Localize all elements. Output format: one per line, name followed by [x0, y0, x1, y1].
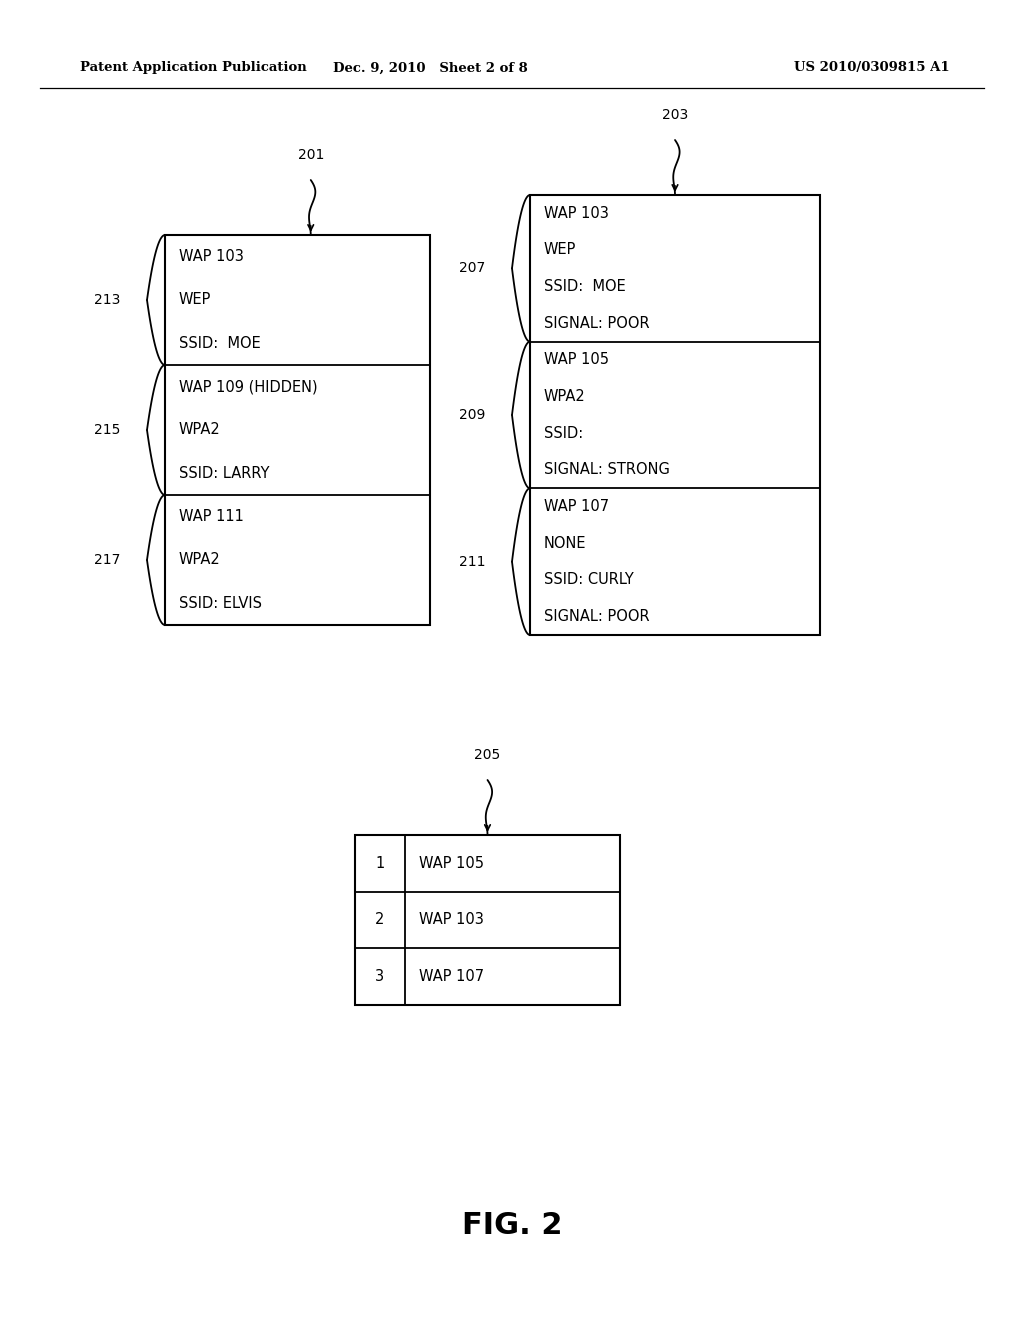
Text: WAP 109 (HIDDEN): WAP 109 (HIDDEN): [179, 379, 317, 395]
Text: SSID:  MOE: SSID: MOE: [179, 335, 261, 351]
Text: SSID: ELVIS: SSID: ELVIS: [179, 595, 262, 611]
Text: WAP 105: WAP 105: [419, 855, 484, 871]
Text: SSID: LARRY: SSID: LARRY: [179, 466, 269, 480]
Text: US 2010/0309815 A1: US 2010/0309815 A1: [795, 62, 950, 74]
Text: WAP 105: WAP 105: [544, 352, 609, 367]
Text: FIG. 2: FIG. 2: [462, 1210, 562, 1239]
Text: 209: 209: [459, 408, 485, 422]
Text: 211: 211: [459, 554, 485, 569]
Text: Dec. 9, 2010   Sheet 2 of 8: Dec. 9, 2010 Sheet 2 of 8: [333, 62, 527, 74]
Text: WEP: WEP: [179, 293, 211, 308]
Text: WEP: WEP: [544, 243, 577, 257]
Text: SSID:  MOE: SSID: MOE: [544, 279, 626, 294]
Text: NONE: NONE: [544, 536, 587, 550]
Text: 201: 201: [298, 148, 324, 162]
Text: Patent Application Publication: Patent Application Publication: [80, 62, 307, 74]
Text: 215: 215: [93, 422, 120, 437]
Text: WAP 107: WAP 107: [419, 969, 484, 985]
Text: WAP 103: WAP 103: [544, 206, 609, 220]
Text: 213: 213: [93, 293, 120, 308]
Text: 1: 1: [376, 855, 385, 871]
Bar: [530, 195, 820, 635]
Text: 205: 205: [474, 748, 501, 762]
Text: 207: 207: [459, 261, 485, 276]
Bar: [355, 836, 620, 1005]
Text: 3: 3: [376, 969, 385, 985]
Text: 203: 203: [662, 108, 688, 121]
Text: SSID:: SSID:: [544, 426, 584, 441]
Bar: [165, 235, 430, 624]
Text: 217: 217: [93, 553, 120, 568]
Text: WPA2: WPA2: [544, 389, 586, 404]
Text: WPA2: WPA2: [179, 553, 221, 568]
Text: SSID: CURLY: SSID: CURLY: [544, 573, 634, 587]
Text: WPA2: WPA2: [179, 422, 221, 437]
Text: WAP 107: WAP 107: [544, 499, 609, 515]
Text: WAP 103: WAP 103: [419, 912, 484, 928]
Text: 2: 2: [376, 912, 385, 928]
Text: SIGNAL: STRONG: SIGNAL: STRONG: [544, 462, 670, 478]
Text: WAP 103: WAP 103: [179, 249, 244, 264]
Text: WAP 111: WAP 111: [179, 510, 244, 524]
Text: SIGNAL: POOR: SIGNAL: POOR: [544, 609, 649, 624]
Text: SIGNAL: POOR: SIGNAL: POOR: [544, 315, 649, 331]
